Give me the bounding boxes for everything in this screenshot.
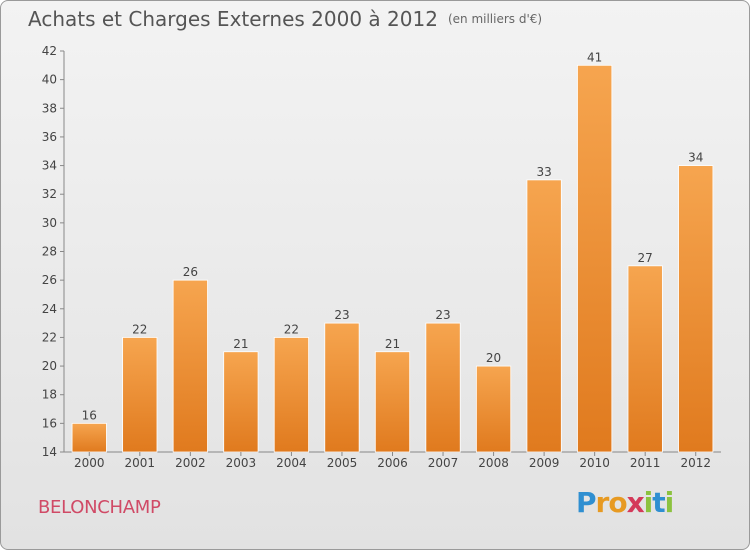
bar xyxy=(678,165,714,453)
y-tick-label: 42 xyxy=(42,44,57,58)
x-tick-label: 2003 xyxy=(226,456,257,470)
x-tick-label: 2006 xyxy=(377,456,408,470)
x-tick-label: 2012 xyxy=(680,456,711,470)
data-label: 23 xyxy=(334,308,349,322)
bar xyxy=(526,179,562,453)
bar xyxy=(627,265,663,453)
y-tick-label: 36 xyxy=(42,130,57,144)
bar xyxy=(374,351,411,453)
data-label: 23 xyxy=(435,308,450,322)
y-tick-label: 14 xyxy=(42,445,57,459)
x-tick-label: 2009 xyxy=(529,456,560,470)
x-tick-label: 2001 xyxy=(125,456,156,470)
y-tick-label: 18 xyxy=(42,388,57,402)
data-label: 26 xyxy=(183,265,198,279)
x-tick-label: 2011 xyxy=(630,456,661,470)
x-tick-label: 2002 xyxy=(175,456,206,470)
commune-name: BELONCHAMP xyxy=(38,497,161,518)
y-tick-label: 20 xyxy=(42,359,57,373)
data-label: 33 xyxy=(536,165,551,179)
data-label: 20 xyxy=(486,351,501,365)
y-tick-label: 40 xyxy=(42,73,57,87)
data-label: 41 xyxy=(587,50,602,64)
bar xyxy=(71,422,107,453)
data-label: 22 xyxy=(284,322,299,336)
data-label: 16 xyxy=(82,408,97,422)
bar xyxy=(223,351,259,453)
x-tick-label: 2000 xyxy=(74,456,105,470)
x-tick-label: 2004 xyxy=(276,456,307,470)
data-label: 34 xyxy=(688,151,703,165)
y-tick-label: 32 xyxy=(42,187,57,201)
y-tick-label: 16 xyxy=(42,416,57,430)
data-label: 22 xyxy=(132,322,147,336)
bar xyxy=(324,322,360,453)
data-label: 21 xyxy=(385,337,400,351)
data-label: 21 xyxy=(233,337,248,351)
x-tick-label: 2008 xyxy=(478,456,509,470)
chart-unit: (en milliers d'€) xyxy=(447,12,543,26)
bar xyxy=(577,64,613,453)
chart-title-text: Achats et Charges Externes 2000 à 2012 xyxy=(28,7,438,31)
y-tick-label: 34 xyxy=(42,159,57,173)
x-tick-label: 2010 xyxy=(579,456,610,470)
x-tick-label: 2007 xyxy=(428,456,459,470)
bar xyxy=(475,365,512,453)
y-tick-label: 26 xyxy=(42,273,57,287)
bar xyxy=(273,337,310,453)
x-tick-label: 2005 xyxy=(327,456,358,470)
chart-title: Achats et Charges Externes 2000 à 2012 (e… xyxy=(28,7,542,31)
y-tick-label: 24 xyxy=(42,302,57,316)
y-tick-label: 38 xyxy=(42,101,57,115)
data-label: 27 xyxy=(638,251,653,265)
y-tick-label: 28 xyxy=(42,245,57,259)
y-tick-label: 22 xyxy=(42,330,57,344)
bar xyxy=(172,279,208,453)
y-tick-label: 30 xyxy=(42,216,57,230)
bar xyxy=(425,322,461,453)
bar xyxy=(122,337,158,453)
proxiti-logo: Proxiti xyxy=(576,486,674,519)
